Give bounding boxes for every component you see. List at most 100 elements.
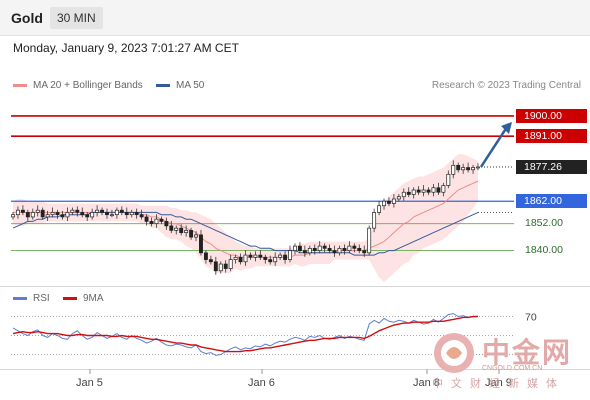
candle-body: [401, 191, 406, 198]
candle-body: [461, 167, 466, 171]
level-badge: 1862.00: [516, 194, 587, 209]
level-badge: 1891.00: [516, 129, 587, 144]
candle-body: [203, 252, 208, 260]
candle-body: [159, 218, 164, 222]
legend-label-ma50: MA 50: [176, 80, 205, 91]
candle-body: [164, 221, 169, 227]
ma50-swatch: [156, 83, 170, 87]
interval-button[interactable]: 30 MIN: [50, 7, 103, 29]
candle-body: [149, 221, 154, 225]
candle-body: [283, 254, 288, 260]
candle-body: [223, 263, 228, 269]
rsi-9ma-swatch: [63, 296, 77, 300]
candle-body: [194, 234, 198, 238]
candle-body: [169, 225, 174, 231]
level-label: 1852.00: [525, 216, 563, 229]
candle-body: [248, 254, 253, 258]
candle-body: [357, 247, 362, 251]
candle-body: [233, 256, 238, 260]
candle-body: [273, 256, 278, 263]
candle-body: [436, 187, 441, 193]
rsi-level-label: 70: [525, 312, 537, 324]
candle-body: [208, 259, 213, 263]
candle-body: [60, 214, 65, 218]
candle-body: [80, 212, 85, 216]
watermark-domain: CNGOLD.COM.CN: [482, 365, 543, 372]
candle-body: [139, 214, 144, 218]
candle-body: [75, 209, 80, 213]
x-tick-label: Jan 8: [413, 377, 440, 389]
candle-body: [387, 200, 391, 204]
candle-body: [396, 196, 401, 200]
candle-body: [243, 254, 248, 263]
candle-body: [95, 209, 100, 213]
watermark-name: 中金网: [482, 336, 573, 369]
candle-body: [30, 212, 35, 218]
watermark-subtitle: 中文财经新媒体: [432, 377, 565, 390]
instrument-title: Gold: [11, 10, 43, 26]
candle-body: [446, 173, 451, 186]
candle-body: [367, 227, 372, 254]
candle-body: [20, 209, 25, 213]
rsi-swatch: [13, 296, 27, 300]
credit-text: Research © 2023 Trading Central: [431, 80, 581, 91]
timestamp: Monday, January 9, 2023 7:01:27 AM CET: [13, 41, 239, 55]
candle-body: [199, 234, 203, 254]
candle-body: [119, 209, 124, 213]
candle-body: [476, 166, 480, 169]
candle-body: [312, 247, 317, 251]
candle-body: [65, 212, 70, 218]
x-tick-label: Jan 6: [248, 377, 275, 389]
legend-label-ma20: MA 20 + Bollinger Bands: [33, 80, 143, 91]
candle-body: [426, 189, 431, 193]
candle-body: [11, 214, 15, 218]
candle-body: [441, 185, 446, 193]
candle-body: [213, 261, 218, 272]
rsi-legend-label: RSI: [33, 293, 50, 304]
candle-body: [302, 250, 307, 254]
candle-body: [129, 212, 134, 216]
legend-item-ma20: MA 20 + Bollinger Bands: [13, 80, 143, 91]
rsi-legend-item: RSI: [13, 293, 50, 304]
candle-body: [109, 214, 114, 217]
candle-body: [179, 227, 184, 233]
candle-body: [40, 209, 45, 218]
candle-body: [189, 230, 194, 238]
candle-body: [411, 189, 416, 195]
x-tick-label: Jan 5: [76, 377, 103, 389]
forecast-arrow-head: [501, 121, 512, 134]
candle-body: [471, 167, 476, 171]
candle-body: [451, 164, 456, 175]
rsi-line: [12, 313, 478, 356]
candle-body: [372, 212, 377, 229]
candle-body: [174, 227, 179, 231]
top-bar: Gold 30 MIN: [0, 0, 590, 36]
candle-body: [278, 254, 283, 258]
bollinger-band-fill: [13, 154, 478, 282]
candle-body: [307, 247, 312, 254]
candle-body: [45, 214, 50, 218]
candle-body: [297, 245, 302, 251]
candlesticks: [11, 160, 480, 275]
candle-body: [218, 263, 223, 272]
ma20-swatch: [13, 83, 27, 87]
candle-body: [238, 256, 243, 263]
bollinger-bands: [13, 154, 478, 282]
candle-body: [50, 212, 55, 216]
candle-body: [322, 245, 327, 249]
candle-body: [391, 198, 396, 204]
candle-body: [332, 250, 337, 254]
candle-body: [100, 209, 104, 213]
candle-body: [124, 212, 129, 216]
candle-body: [347, 245, 352, 251]
candle-body: [55, 212, 60, 216]
candle-body: [105, 212, 109, 216]
candle-body: [154, 218, 159, 225]
candle-body: [228, 259, 233, 269]
level-badge: 1900.00: [516, 108, 587, 123]
watermark-logo-icon: [434, 333, 474, 373]
candle-body: [134, 212, 139, 216]
x-ticks: [89, 369, 500, 374]
candle-body: [342, 247, 347, 251]
